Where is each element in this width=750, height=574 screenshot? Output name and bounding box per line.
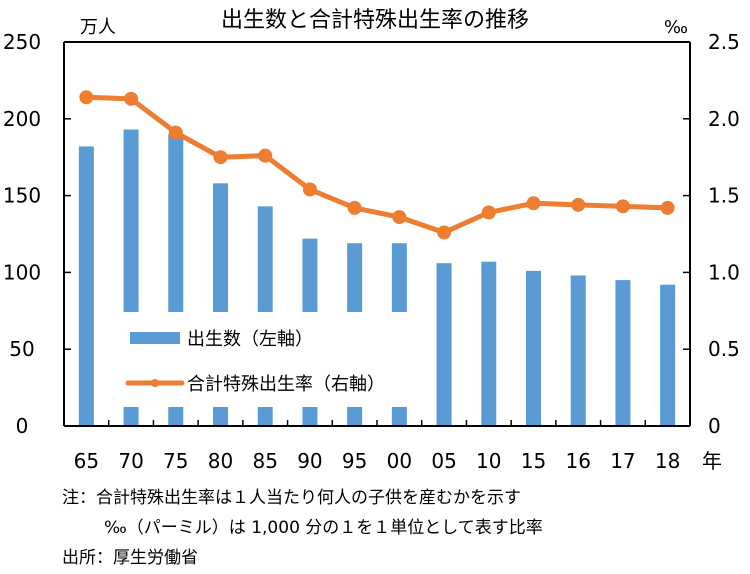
left-axis-unit: 万人 <box>80 17 116 38</box>
left-tick-label: 150 <box>3 184 41 208</box>
rate-point-85 <box>258 148 273 163</box>
bar-17 <box>615 280 631 426</box>
bar-10 <box>481 261 497 426</box>
legend-line-marker <box>151 379 159 387</box>
x-tick-label-00: 00 <box>387 449 412 473</box>
rate-point-95 <box>347 200 362 215</box>
rate-point-10 <box>481 205 496 220</box>
bar-15 <box>526 270 541 426</box>
x-tick-label-70: 70 <box>118 449 143 473</box>
x-tick-label-85: 85 <box>252 449 277 473</box>
right-tick-label: 0.5 <box>708 337 740 361</box>
line-series <box>79 90 675 240</box>
left-tick-label: 200 <box>3 107 41 131</box>
bar-65 <box>78 146 94 426</box>
rate-point-18 <box>660 200 675 215</box>
rate-point-17 <box>615 199 630 214</box>
axes <box>63 41 691 427</box>
bar-05 <box>436 263 452 426</box>
left-tick-label: 100 <box>3 260 41 284</box>
note-line-1: 注：合計特殊出生率は１人当たり何人の子供を産むかを示す <box>62 488 521 508</box>
rate-point-65 <box>79 90 94 105</box>
x-tick-label-15: 15 <box>521 449 546 473</box>
right-tick-label: 2.5 <box>708 30 740 54</box>
x-tick-label-17: 17 <box>610 449 635 473</box>
right-axis-unit: ‰ <box>664 17 688 38</box>
rate-point-16 <box>571 197 586 212</box>
x-tick-label-75: 75 <box>163 449 188 473</box>
note-line-2: ‰（パーミル）は 1,000 分の１を１単位として表す比率 <box>104 518 543 538</box>
rate-point-75 <box>168 125 183 140</box>
rate-line <box>86 94 668 235</box>
x-tick-label-65: 65 <box>74 449 99 473</box>
chart-title: 出生数と合計特殊出生率の推移 <box>221 8 529 33</box>
right-tick-label: 0 <box>708 414 721 438</box>
x-tick-label-05: 05 <box>431 449 456 473</box>
x-tick-label-80: 80 <box>208 449 233 473</box>
legend-bar-swatch <box>130 332 180 344</box>
rate-point-00 <box>392 210 407 225</box>
right-tick-label: 2.0 <box>708 107 740 131</box>
x-tick-label-90: 90 <box>297 449 322 473</box>
rate-point-05 <box>437 225 452 240</box>
x-tick-label-95: 95 <box>342 449 367 473</box>
rate-point-15 <box>526 196 541 211</box>
rate-point-70 <box>124 91 139 106</box>
bar-18 <box>660 284 676 426</box>
rate-point-90 <box>302 182 317 197</box>
left-tick-label: 50 <box>9 337 34 361</box>
legend-box <box>105 312 435 407</box>
right-tick-label: 1.0 <box>708 260 740 284</box>
x-tick-label-10: 10 <box>476 449 501 473</box>
source-note: 出所：厚生労働省 <box>62 548 198 568</box>
legend-bar-label: 出生数（左軸） <box>187 329 313 350</box>
bar-16 <box>570 275 586 426</box>
rate-point-80 <box>213 150 228 165</box>
x-tick-label-18: 18 <box>655 449 680 473</box>
right-tick-label: 1.5 <box>708 184 740 208</box>
x-axis-unit: 年 <box>702 449 722 473</box>
left-tick-label: 250 <box>3 30 41 54</box>
x-tick-label-16: 16 <box>565 449 590 473</box>
left-tick-label: 0 <box>16 414 29 438</box>
legend-line-label: 合計特殊出生率（右軸） <box>187 374 385 395</box>
